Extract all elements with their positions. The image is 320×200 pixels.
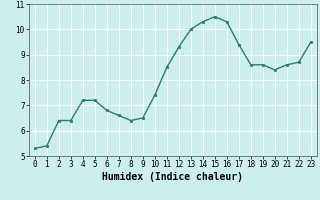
X-axis label: Humidex (Indice chaleur): Humidex (Indice chaleur) [102,172,243,182]
